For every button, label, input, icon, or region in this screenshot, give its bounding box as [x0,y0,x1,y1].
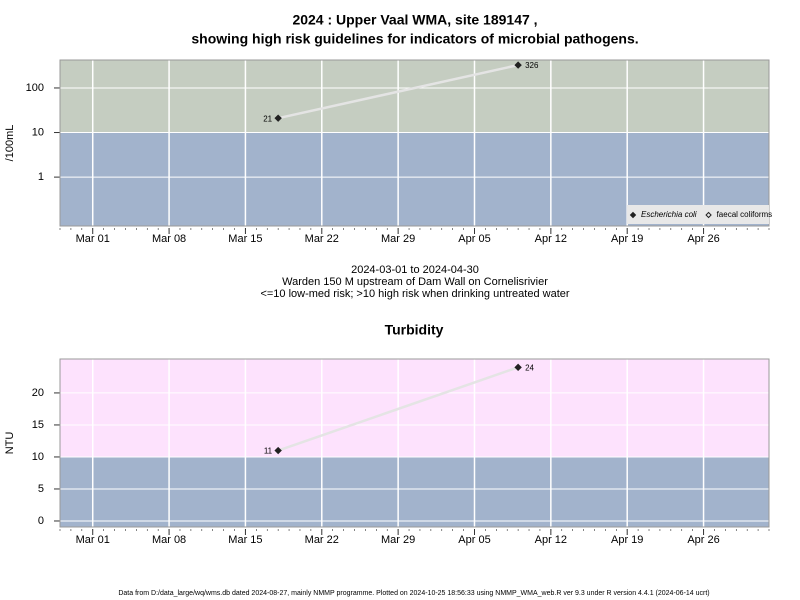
chart-title: 2024 : Upper Vaal WMA, site 189147 , [292,12,537,28]
data-point [274,114,282,122]
x-tick-label: Mar 29 [381,233,415,245]
footer: Data from D:/data_large/wq/wms.db dated … [118,590,709,597]
data-label: 11 [264,447,273,456]
series-line [277,63,519,120]
x-tick-label: Mar 15 [228,233,262,245]
x-tick-label: Apr 26 [687,534,719,546]
y-tick-label: 0 [38,515,44,527]
x-tick-label: Mar 29 [381,534,415,546]
y-tick-label: 20 [32,387,44,399]
x-tick-label: Apr 19 [611,233,643,245]
legend: Escherichia coli faecal coliforms [627,205,772,224]
chart-title: Turbidity [385,322,444,338]
x-tick-label: Mar 01 [76,534,110,546]
y-tick-label: 1 [38,171,44,183]
x-tick-label: Apr 12 [535,534,567,546]
x-tick-label: Mar 08 [152,534,186,546]
data-point [514,363,522,372]
caption: <=10 low-med risk; >10 high risk when dr… [260,288,569,300]
y-tick-label: 10 [32,126,44,138]
plot-frame [59,59,770,227]
data-label: 21 [263,114,272,123]
x-tick-label: Apr 26 [687,233,719,245]
band-high [60,60,769,133]
x-tick-label: Mar 08 [152,233,186,245]
legend-box [627,205,769,224]
x-tick-label: Mar 01 [76,233,110,245]
y-tick-label: 100 [26,82,44,94]
legend-label: Escherichia coli [641,210,697,219]
plot-frame [59,358,770,528]
x-tick-label: Apr 05 [458,233,490,245]
x-tick-label: Apr 19 [611,534,643,546]
caption: Warden 150 M upstream of Dam Wall on Cor… [282,276,548,288]
y-tick-label: 5 [38,483,44,495]
y-axis-label: /100mL [4,125,16,162]
series-line [277,366,519,452]
x-tick-label: Apr 12 [535,233,567,245]
chart-title: showing high risk guidelines for indicat… [191,31,638,47]
band-high [60,359,769,457]
data-point [514,61,522,69]
caption: 2024-03-01 to 2024-04-30 [351,264,479,276]
y-tick-label: 10 [32,451,44,463]
data-label: 24 [525,363,534,372]
x-tick-label: Mar 15 [228,534,262,546]
x-tick-label: Mar 22 [305,534,339,546]
x-tick-label: Apr 05 [458,534,490,546]
y-tick-label: 15 [32,419,44,431]
data-label: 326 [525,61,539,70]
legend-marker [705,211,712,219]
y-axis-label: NTU [4,432,16,455]
legend-marker [629,211,637,219]
legend-label: faecal coliforms [717,210,773,219]
data-point [274,446,282,455]
x-tick-label: Mar 22 [305,233,339,245]
band-low [60,456,769,527]
